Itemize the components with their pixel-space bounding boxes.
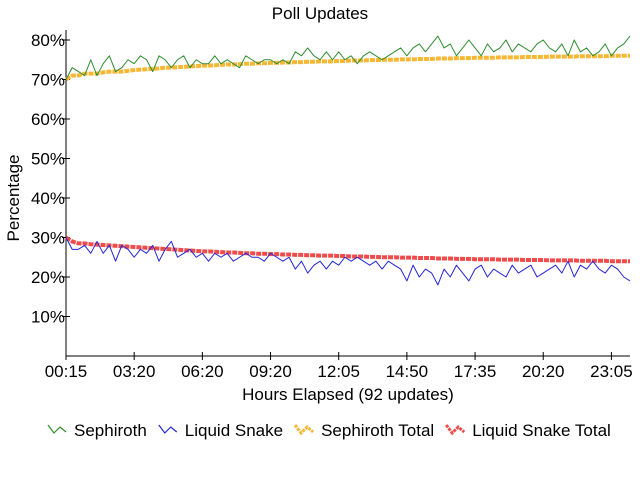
x-tick-label: 12:05 [317,362,360,381]
legend-item-sephiroth: Sephiroth [47,421,147,440]
y-tick-label: 80% [31,31,65,50]
y-tick-label: 70% [31,71,65,90]
y-tick-label: 50% [31,150,65,169]
y-tick-label: 30% [31,229,65,248]
x-tick-label: 14:50 [386,362,429,381]
x-tick-label: 23:05 [590,362,633,381]
y-tick-label: 40% [31,189,65,208]
x-tick-label: 17:35 [454,362,497,381]
legend-swatch-liquid-snake [158,424,178,434]
legend-swatch-sephiroth-total [293,424,315,436]
legend-label-sephiroth-total: Sephiroth Total [321,421,434,440]
x-tick-label: 20:20 [522,362,565,381]
x-tick-label: 03:20 [113,362,156,381]
x-axis-label: Hours Elapsed (92 updates) [242,385,454,404]
x-ticks: 00:15 03:20 06:20 09:20 12:05 14:50 17:35 20:20… [45,352,633,381]
series-line-sephiroth [65,35,631,80]
y-ticks: 10% 20% 30% 40% 50% 60% 70% 80% [31,31,70,327]
x-tick-label: 06:20 [181,362,224,381]
x-tick-label: 00:15 [45,362,88,381]
series-line-liquid-snake-total [64,235,630,264]
legend-item-sephiroth-total: Sephiroth Total [293,421,434,440]
legend: Sephiroth Liquid Snake Sephiroth Total Liqu… [47,421,611,440]
series-layer [64,35,631,286]
legend-swatch-liquid-snake-total [445,424,466,436]
legend-swatch-sephiroth [47,424,67,434]
y-tick-label: 10% [31,308,65,327]
legend-item-liquid-snake: Liquid Snake [158,421,283,440]
y-tick-label: 20% [31,268,65,287]
legend-label-sephiroth: Sephiroth [74,421,147,440]
chart-title: Poll Updates [272,4,368,23]
legend-item-liquid-snake-total: Liquid Snake Total [445,421,611,440]
y-axis-label: Percentage [4,155,23,242]
legend-label-liquid-snake: Liquid Snake [185,421,283,440]
series-line-sephiroth-total [64,53,630,82]
series-line-liquid-snake [65,237,631,286]
y-tick-label: 60% [31,110,65,129]
legend-label-liquid-snake-total: Liquid Snake Total [472,421,611,440]
x-tick-label: 09:20 [249,362,292,381]
